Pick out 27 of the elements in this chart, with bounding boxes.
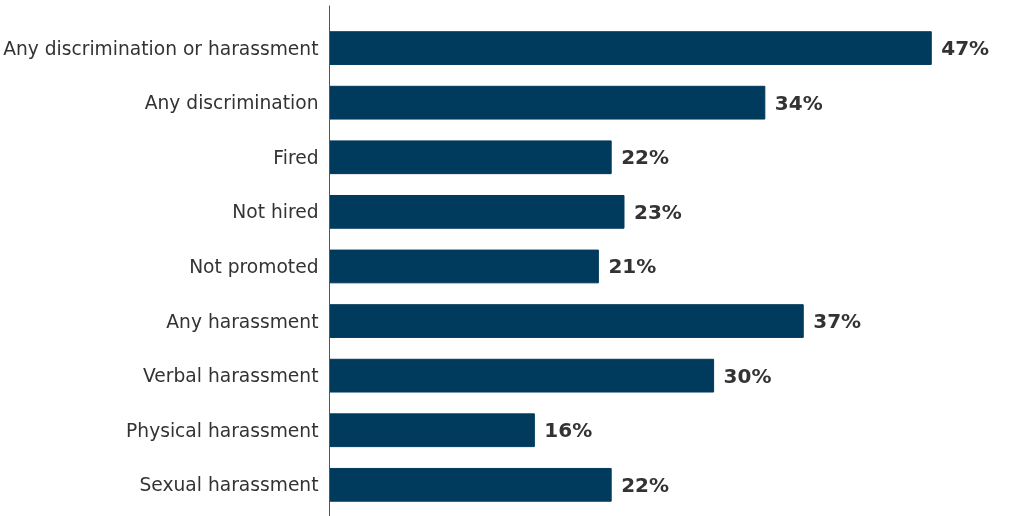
bar — [329, 467, 612, 502]
data-label: 21% — [608, 254, 657, 279]
bar — [329, 194, 625, 229]
y-tick-label: Fired — [273, 146, 319, 168]
data-label: 22% — [621, 145, 670, 170]
y-tick-label: Any harassment — [166, 310, 319, 332]
bar — [329, 413, 535, 448]
data-label: 37% — [813, 309, 862, 334]
bar — [329, 31, 932, 65]
data-label: 30% — [723, 363, 772, 388]
data-label: 34% — [774, 90, 823, 115]
bar — [329, 358, 715, 393]
y-tick-label: Not promoted — [189, 255, 319, 277]
y-tick-label: Verbal harassment — [143, 365, 319, 387]
bar — [329, 304, 804, 338]
data-label: 47% — [941, 36, 990, 61]
y-tick-label: Any discrimination or harassment — [3, 37, 319, 59]
bar — [329, 85, 766, 120]
y-tick-label: Sexual harassment — [139, 474, 319, 496]
data-label: 22% — [621, 472, 670, 497]
bar — [329, 140, 612, 175]
y-tick-label: Not hired — [232, 201, 319, 223]
y-tick-label: Physical harassment — [126, 419, 319, 441]
data-label: 16% — [544, 418, 593, 443]
bar — [329, 249, 599, 284]
y-tick-label: Any discrimination — [144, 92, 319, 114]
data-label: 23% — [633, 199, 682, 224]
